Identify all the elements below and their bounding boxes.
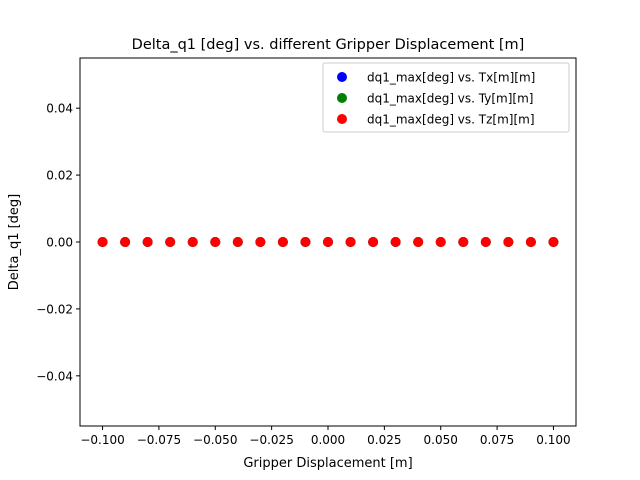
x-axis-ticks: −0.100 −0.075 −0.050 −0.025 0.000 0.025 0.050 0… <box>80 426 571 447</box>
data-point-series-3 <box>368 237 379 247</box>
legend-label-series-3: dq1_max[deg] vs. Tz[m][m] <box>367 113 535 127</box>
y-tick-label: −0.04 <box>36 369 73 383</box>
y-tick-label: 0.00 <box>46 236 73 250</box>
y-axis-label: Delta_q1 [deg] <box>7 194 22 290</box>
data-point-series-3 <box>345 237 356 247</box>
x-tick-label: 0.075 <box>480 433 514 447</box>
legend: dq1_max[deg] vs. Tx[m][m] dq1_max[deg] vs… <box>322 62 570 133</box>
plot-area-frame <box>79 57 577 427</box>
data-point-series-3 <box>97 237 108 247</box>
data-point-series-3 <box>548 237 559 247</box>
legend-marker-series-2 <box>337 93 347 103</box>
chart-title: Delta_q1 [deg] vs. different Gripper Dis… <box>132 37 525 53</box>
x-tick-label: −0.100 <box>80 433 124 447</box>
x-tick-label: −0.050 <box>193 433 237 447</box>
data-point-series-3 <box>142 237 153 247</box>
y-tick-label: 0.02 <box>46 169 73 183</box>
y-tick-label: −0.02 <box>36 302 73 316</box>
legend-marker-series-1 <box>337 72 347 82</box>
x-tick-label: 0.000 <box>311 433 345 447</box>
y-tick-label: 0.04 <box>46 102 73 116</box>
data-point-series-3 <box>390 237 401 247</box>
data-point-series-3 <box>413 237 424 247</box>
legend-frame <box>322 62 570 133</box>
data-point-series-3 <box>300 237 311 247</box>
legend-marker-series-3 <box>337 114 347 124</box>
data-point-series-3 <box>480 237 491 247</box>
data-point-series-3 <box>435 237 446 247</box>
x-tick-label: 0.100 <box>536 433 570 447</box>
data-point-series-3 <box>165 237 176 247</box>
data-point-series-3 <box>120 237 131 247</box>
x-tick-label: 0.025 <box>367 433 401 447</box>
data-point-series-3 <box>232 237 243 247</box>
data-point-series-3 <box>210 237 221 247</box>
x-tick-label: −0.075 <box>137 433 181 447</box>
data-point-series-3 <box>503 237 514 247</box>
data-points <box>97 237 559 247</box>
data-point-series-3 <box>323 237 333 247</box>
legend-label-series-2: dq1_max[deg] vs. Ty[m][m] <box>367 92 533 106</box>
y-axis-ticks: −0.04 −0.02 0.00 0.02 0.04 <box>36 102 80 383</box>
data-point-series-3 <box>525 237 536 247</box>
data-point-series-3 <box>187 237 198 247</box>
data-point-series-3 <box>458 237 469 247</box>
x-tick-label: −0.025 <box>249 433 293 447</box>
legend-label-series-1: dq1_max[deg] vs. Tx[m][m] <box>367 71 535 85</box>
data-point-series-3 <box>255 237 266 247</box>
x-tick-label: 0.050 <box>424 433 458 447</box>
x-axis-label: Gripper Displacement [m] <box>243 456 412 471</box>
data-point-series-3 <box>277 237 288 247</box>
